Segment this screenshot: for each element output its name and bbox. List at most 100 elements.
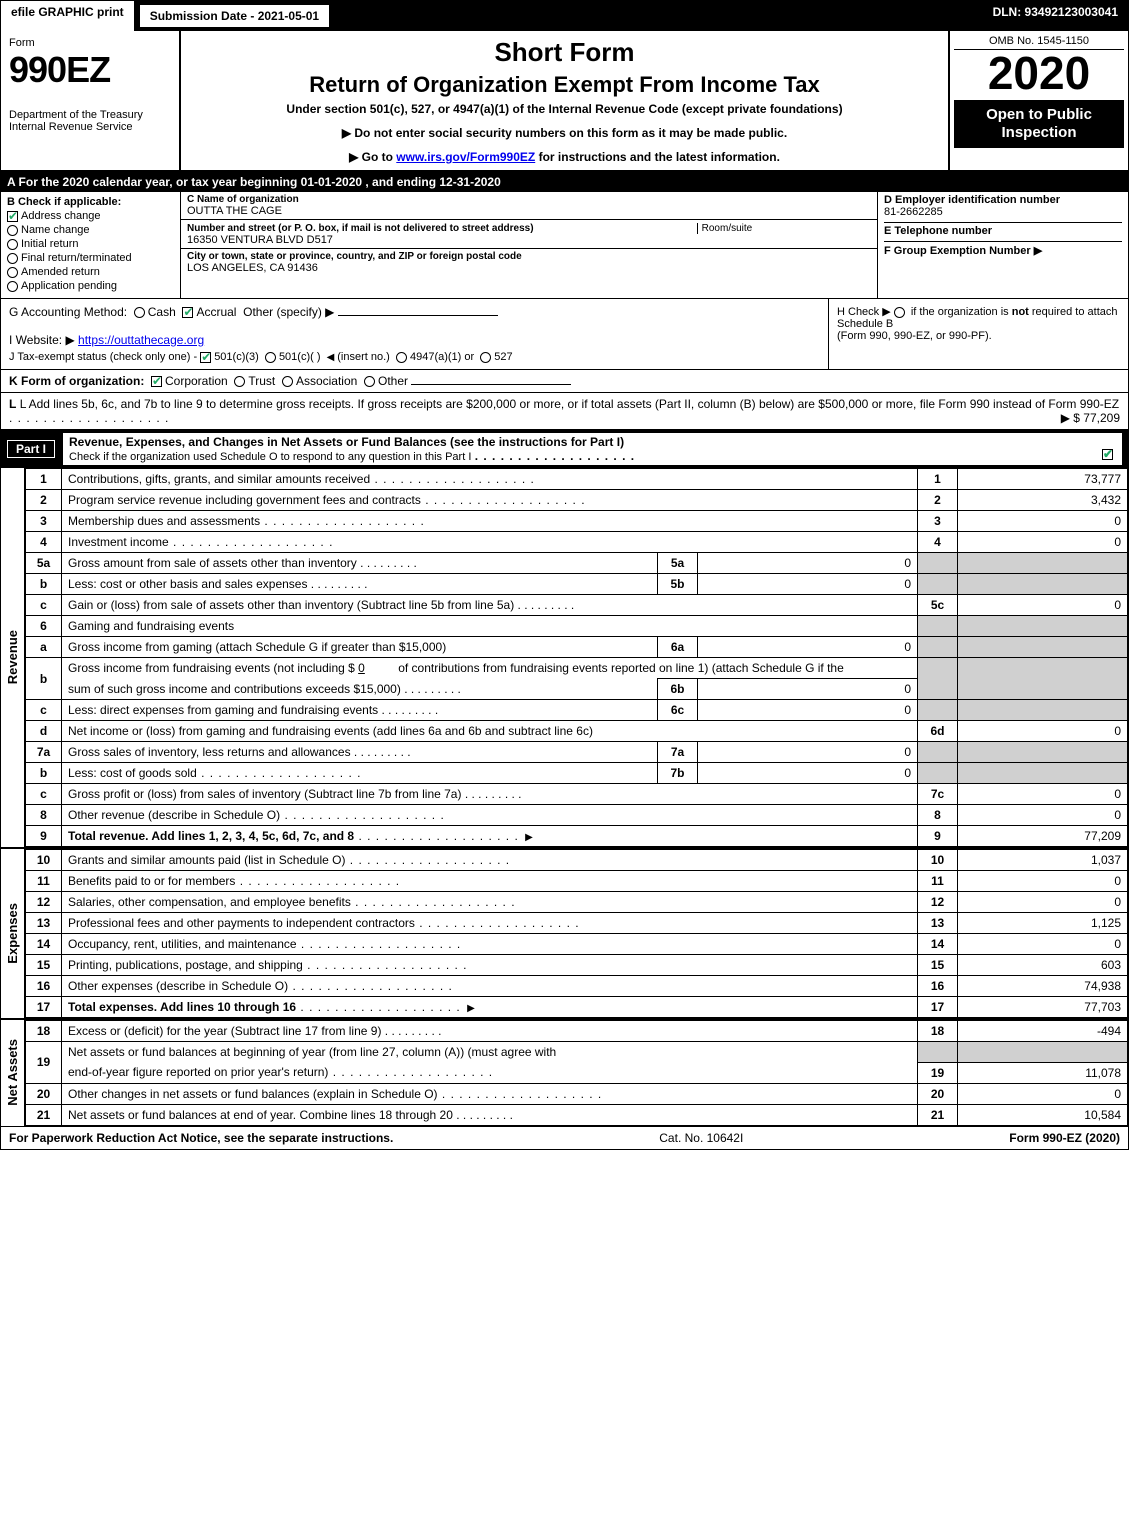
line-6d: dNet income or (loss) from gaming and fu… xyxy=(26,721,1128,742)
line-desc: Investment income xyxy=(62,532,918,553)
radio-icon[interactable] xyxy=(7,281,18,292)
line-ref: 17 xyxy=(918,997,958,1018)
line-11: 11Benefits paid to or for members110 xyxy=(26,871,1128,892)
sub-val: 0 xyxy=(698,574,918,595)
shade xyxy=(958,700,1128,721)
dept-treasury: Department of the Treasury xyxy=(9,109,143,121)
radio-icon[interactable] xyxy=(7,239,18,250)
sub-num: 7b xyxy=(658,763,698,784)
line-desc: Net income or (loss) from gaming and fun… xyxy=(62,721,918,742)
sub-val: 0 xyxy=(698,700,918,721)
line-val: 77,703 xyxy=(958,997,1128,1018)
phone-label: E Telephone number xyxy=(884,225,992,237)
checkbox-icon[interactable] xyxy=(182,307,193,318)
line-6: 6Gaming and fundraising events xyxy=(26,616,1128,637)
chk-label: Amended return xyxy=(21,266,100,278)
checkbox-icon[interactable] xyxy=(7,211,18,222)
ein-value: 81-2662285 xyxy=(884,206,1122,218)
line-6b-1: bGross income from fundraising events (n… xyxy=(26,658,1128,679)
line-desc: Gross profit or (loss) from sales of inv… xyxy=(62,784,918,805)
checkbox-schedule-o[interactable] xyxy=(1102,449,1113,460)
line-8: 8Other revenue (describe in Schedule O)8… xyxy=(26,805,1128,826)
checkbox-icon[interactable] xyxy=(151,376,162,387)
footer-right: Form 990-EZ (2020) xyxy=(1009,1131,1120,1145)
radio-icon[interactable] xyxy=(282,376,293,387)
line-desc: Less: direct expenses from gaming and fu… xyxy=(62,700,658,721)
submission-date: Submission Date - 2021-05-01 xyxy=(138,3,331,29)
line-val: 0 xyxy=(958,595,1128,616)
radio-icon[interactable] xyxy=(234,376,245,387)
checkbox-icon[interactable] xyxy=(200,352,211,363)
radio-icon[interactable] xyxy=(7,225,18,236)
chk-name-change: Name change xyxy=(7,224,174,236)
line-val: 10,584 xyxy=(958,1104,1128,1125)
radio-icon[interactable] xyxy=(134,307,145,318)
line-desc: Other revenue (describe in Schedule O) xyxy=(62,805,918,826)
opt-accrual: Accrual xyxy=(196,305,236,319)
line-13: 13Professional fees and other payments t… xyxy=(26,913,1128,934)
line-desc: Professional fees and other payments to … xyxy=(62,913,918,934)
city-label: City or town, state or province, country… xyxy=(187,251,871,262)
line-14: 14Occupancy, rent, utilities, and mainte… xyxy=(26,934,1128,955)
shade xyxy=(918,637,958,658)
line-l-text: L Add lines 5b, 6c, and 7b to line 9 to … xyxy=(20,397,1119,411)
line-num: 8 xyxy=(26,805,62,826)
line-desc: Less: cost or other basis and sales expe… xyxy=(62,574,658,595)
line-l: L L Add lines 5b, 6c, and 7b to line 9 t… xyxy=(1,393,1128,430)
line-val: 1,037 xyxy=(958,850,1128,871)
part-1-label: Part I xyxy=(7,440,55,458)
revenue-vlabel: Revenue xyxy=(1,468,25,847)
line-5c: cGain or (loss) from sale of assets othe… xyxy=(26,595,1128,616)
radio-icon[interactable] xyxy=(480,352,491,363)
note-website: ▶ Go to www.irs.gov/Form990EZ for instru… xyxy=(189,150,940,164)
sub-val: 0 xyxy=(698,637,918,658)
line-ref: 10 xyxy=(918,850,958,871)
other-specify-line xyxy=(338,315,498,316)
opt-cash: Cash xyxy=(148,305,176,319)
radio-icon[interactable] xyxy=(894,307,905,318)
radio-icon[interactable] xyxy=(265,352,276,363)
expenses-table: 10Grants and similar amounts paid (list … xyxy=(25,849,1128,1018)
radio-icon[interactable] xyxy=(396,352,407,363)
line-ref: 7c xyxy=(918,784,958,805)
line-g-label: G Accounting Method: xyxy=(9,305,127,319)
radio-icon[interactable] xyxy=(7,253,18,264)
line-num: b xyxy=(26,574,62,595)
irs-link[interactable]: www.irs.gov/Form990EZ xyxy=(396,150,535,164)
line-val: 603 xyxy=(958,955,1128,976)
shade xyxy=(918,742,958,763)
radio-icon[interactable] xyxy=(7,267,18,278)
line-desc: Gross sales of inventory, less returns a… xyxy=(62,742,658,763)
website-link[interactable]: https://outtathecage.org xyxy=(78,333,204,347)
line-num: c xyxy=(26,595,62,616)
shade xyxy=(918,616,958,637)
revenue-content: 1Contributions, gifts, grants, and simil… xyxy=(25,468,1128,847)
sub-val: 0 xyxy=(698,763,918,784)
line-val: 3,432 xyxy=(958,490,1128,511)
radio-icon[interactable] xyxy=(364,376,375,387)
line-ref: 16 xyxy=(918,976,958,997)
line-7a: 7aGross sales of inventory, less returns… xyxy=(26,742,1128,763)
form-title: Return of Organization Exempt From Incom… xyxy=(189,72,940,98)
sub-val: 0 xyxy=(698,679,918,700)
line-desc: Total expenses. Add lines 10 through 16 xyxy=(62,997,918,1018)
line-num: c xyxy=(26,784,62,805)
line-j-label: J Tax-exempt status xyxy=(9,351,107,363)
line-desc: Gross amount from sale of assets other t… xyxy=(62,553,658,574)
opt-501c: 501(c)( ) xyxy=(279,351,321,363)
footer-cat-no: Cat. No. 10642I xyxy=(393,1131,1009,1145)
line-num: 18 xyxy=(26,1021,62,1042)
line-val: 0 xyxy=(958,721,1128,742)
section-c: C Name of organization OUTTA THE CAGE Nu… xyxy=(181,192,878,298)
line-6a: aGross income from gaming (attach Schedu… xyxy=(26,637,1128,658)
line-5a: 5aGross amount from sale of assets other… xyxy=(26,553,1128,574)
line-ref: 4 xyxy=(918,532,958,553)
opt-trust: Trust xyxy=(248,374,275,388)
line-7c: cGross profit or (loss) from sales of in… xyxy=(26,784,1128,805)
line-num: 5a xyxy=(26,553,62,574)
line-num: 7a xyxy=(26,742,62,763)
line-ref: 18 xyxy=(918,1021,958,1042)
line-h-label: H Check ▶ xyxy=(837,306,891,318)
shade xyxy=(918,763,958,784)
line-val: 0 xyxy=(958,934,1128,955)
